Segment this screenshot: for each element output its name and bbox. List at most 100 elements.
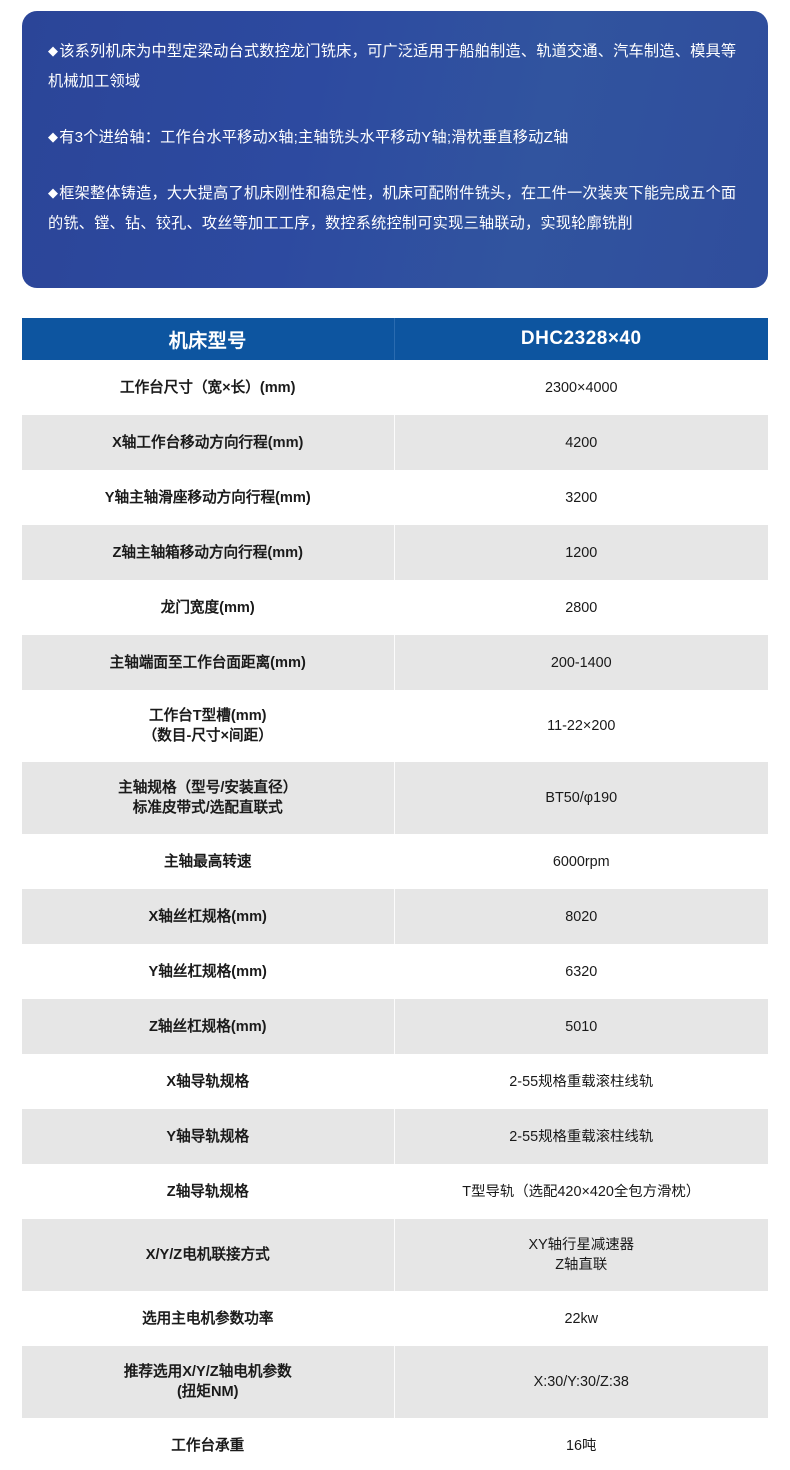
spec-label-line: Z轴丝杠规格(mm) bbox=[148, 1018, 267, 1035]
specification-table: 机床型号 DHC2328×40 工作台尺寸（宽×长）(mm) 2300×4000 X… bbox=[22, 318, 768, 1470]
intro-paragraph-1: ◆该系列机床为中型定梁动台式数控龙门铣床，可广泛适用于船舶制造、轨道交通、汽车制… bbox=[48, 37, 742, 97]
spec-label-line: 主轴规格（型号/安装直径） bbox=[118, 780, 298, 796]
spec-label-line: X/Y/Z电机联接方式 bbox=[145, 1247, 270, 1263]
spec-label-cell: Y轴导轨规格 bbox=[22, 1109, 395, 1164]
spec-label-line: (扭矩NM) bbox=[176, 1384, 239, 1400]
table-row: X/Y/Z电机联接方式 XY轴行星减速器 Z轴直联 bbox=[22, 1219, 768, 1291]
spec-label-line: X轴导轨规格 bbox=[166, 1073, 250, 1090]
spec-value-line: 8020 bbox=[565, 908, 598, 925]
table-row: X轴导轨规格 2-55规格重载滚柱线轨 bbox=[22, 1054, 768, 1109]
spec-label-cell: 主轴最高转速 bbox=[22, 834, 395, 889]
diamond-bullet-icon: ◆ bbox=[48, 43, 59, 58]
intro-description-panel: ◆该系列机床为中型定梁动台式数控龙门铣床，可广泛适用于船舶制造、轨道交通、汽车制… bbox=[22, 11, 768, 288]
spec-value-cell: 2-55规格重载滚柱线轨 bbox=[394, 1109, 768, 1164]
spec-table-head: 机床型号 DHC2328×40 bbox=[22, 318, 768, 360]
table-row: 主轴最高转速 6000rpm bbox=[22, 834, 768, 889]
spec-value-line: BT50/φ190 bbox=[545, 790, 618, 806]
spec-value-cell: 11-22×200 bbox=[394, 690, 768, 762]
spec-value-line: 2-55规格重载滚柱线轨 bbox=[509, 1073, 654, 1090]
spec-value-line: T型导轨（选配420×420全包方滑枕） bbox=[462, 1183, 701, 1200]
spec-label-cell: X/Y/Z电机联接方式 bbox=[22, 1219, 395, 1291]
spec-value-line: 22kw bbox=[564, 1310, 599, 1327]
spec-value-line: 200-1400 bbox=[550, 654, 612, 671]
spec-value-cell: 22kw bbox=[394, 1291, 768, 1346]
spec-label-line: 主轴最高转速 bbox=[163, 853, 252, 870]
spec-table-body: 工作台尺寸（宽×长）(mm) 2300×4000 X轴工作台移动方向行程(mm) 42… bbox=[22, 360, 768, 1470]
spec-value-cell: 5010 bbox=[394, 999, 768, 1054]
spec-label-line: Y轴主轴滑座移动方向行程(mm) bbox=[104, 489, 311, 506]
spec-value-cell: XY轴行星减速器 Z轴直联 bbox=[394, 1219, 768, 1291]
spec-value-cell: 1200 bbox=[394, 525, 768, 580]
column-header-model-number: DHC2328×40 bbox=[394, 318, 768, 360]
table-row: 工作台承重 16吨 bbox=[22, 1418, 768, 1470]
spec-label-cell: X轴丝杠规格(mm) bbox=[22, 889, 395, 944]
spec-label-cell: X轴导轨规格 bbox=[22, 1054, 395, 1109]
spec-label-line: 标准皮带式/选配直联式 bbox=[132, 800, 283, 816]
spec-value-line: 16吨 bbox=[566, 1437, 597, 1454]
spec-label-line: 主轴端面至工作台面距离(mm) bbox=[109, 654, 306, 671]
spec-label-cell: 工作台尺寸（宽×长）(mm) bbox=[22, 360, 395, 415]
spec-label-line: X轴丝杠规格(mm) bbox=[148, 908, 267, 925]
table-row: Y轴导轨规格 2-55规格重载滚柱线轨 bbox=[22, 1109, 768, 1164]
intro-paragraph-2-text: 有3个进给轴：工作台水平移动X轴;主轴铣头水平移动Y轴;滑枕垂直移动Z轴 bbox=[59, 129, 569, 146]
spec-label-cell: 工作台承重 bbox=[22, 1418, 395, 1470]
spec-label-cell: 主轴端面至工作台面距离(mm) bbox=[22, 635, 395, 690]
spec-label-cell: 主轴规格（型号/安装直径） 标准皮带式/选配直联式 bbox=[22, 762, 395, 834]
table-row: 龙门宽度(mm) 2800 bbox=[22, 580, 768, 635]
table-row: X轴工作台移动方向行程(mm) 4200 bbox=[22, 415, 768, 470]
intro-paragraph-3: ◆框架整体铸造，大大提高了机床刚性和稳定性，机床可配附件铣头，在工件一次装夹下能… bbox=[48, 179, 742, 239]
spec-value-cell: 2300×4000 bbox=[394, 360, 768, 415]
intro-paragraph-1-text: 该系列机床为中型定梁动台式数控龙门铣床，可广泛适用于船舶制造、轨道交通、汽车制造… bbox=[48, 43, 737, 90]
table-row: Z轴导轨规格 T型导轨（选配420×420全包方滑枕） bbox=[22, 1164, 768, 1219]
spec-label-line: 推荐选用X/Y/Z轴电机参数 bbox=[123, 1364, 292, 1380]
spec-value-cell: 6320 bbox=[394, 944, 768, 999]
spec-value-line: 2300×4000 bbox=[545, 379, 618, 396]
spec-label-cell: Y轴丝杠规格(mm) bbox=[22, 944, 395, 999]
spec-label-cell: 选用主电机参数功率 bbox=[22, 1291, 395, 1346]
spec-value-cell: 200-1400 bbox=[394, 635, 768, 690]
table-row: Z轴主轴箱移动方向行程(mm) 1200 bbox=[22, 525, 768, 580]
spec-label-line: 龙门宽度(mm) bbox=[160, 599, 255, 616]
spec-value-line: 2-55规格重载滚柱线轨 bbox=[509, 1128, 654, 1145]
spec-label-cell: X轴工作台移动方向行程(mm) bbox=[22, 415, 395, 470]
table-row: 工作台尺寸（宽×长）(mm) 2300×4000 bbox=[22, 360, 768, 415]
spec-label-line: 工作台承重 bbox=[171, 1437, 245, 1454]
diamond-bullet-icon: ◆ bbox=[48, 129, 59, 144]
spec-value-cell: BT50/φ190 bbox=[394, 762, 768, 834]
spec-label-line: X轴工作台移动方向行程(mm) bbox=[112, 434, 304, 451]
spec-value-cell: 2-55规格重载滚柱线轨 bbox=[394, 1054, 768, 1109]
spec-value-line: 6320 bbox=[565, 963, 598, 980]
column-header-model-name: 机床型号 bbox=[22, 318, 395, 360]
spec-value-cell: 16吨 bbox=[394, 1418, 768, 1470]
spec-value-line: X:30/Y:30/Z:38 bbox=[533, 1374, 629, 1390]
spec-value-cell: 8020 bbox=[394, 889, 768, 944]
spec-value-line: 6000rpm bbox=[552, 853, 610, 870]
spec-label-line: 选用主电机参数功率 bbox=[142, 1310, 274, 1327]
spec-value-line: 2800 bbox=[565, 599, 598, 616]
spec-value-line: 5010 bbox=[565, 1018, 598, 1035]
spec-value-cell: 3200 bbox=[394, 470, 768, 525]
spec-label-cell: Y轴主轴滑座移动方向行程(mm) bbox=[22, 470, 395, 525]
spec-label-line: 工作台尺寸（宽×长）(mm) bbox=[119, 379, 296, 396]
table-row: 主轴端面至工作台面距离(mm) 200-1400 bbox=[22, 635, 768, 690]
spec-value-line: 1200 bbox=[565, 544, 598, 561]
spec-label-line: （数目-尺寸×间距） bbox=[142, 728, 273, 744]
table-row: 选用主电机参数功率 22kw bbox=[22, 1291, 768, 1346]
table-row: X轴丝杠规格(mm) 8020 bbox=[22, 889, 768, 944]
spec-value-line: 4200 bbox=[565, 434, 598, 451]
spec-label-cell: 工作台T型槽(mm) （数目-尺寸×间距） bbox=[22, 690, 395, 762]
spec-label-line: Z轴主轴箱移动方向行程(mm) bbox=[112, 544, 304, 561]
spec-label-cell: Z轴丝杠规格(mm) bbox=[22, 999, 395, 1054]
spec-value-cell: 6000rpm bbox=[394, 834, 768, 889]
spec-value-cell: T型导轨（选配420×420全包方滑枕） bbox=[394, 1164, 768, 1219]
spec-value-cell: 2800 bbox=[394, 580, 768, 635]
spec-label-line: Z轴导轨规格 bbox=[166, 1183, 249, 1200]
table-row: Y轴丝杠规格(mm) 6320 bbox=[22, 944, 768, 999]
intro-paragraph-3-text: 框架整体铸造，大大提高了机床刚性和稳定性，机床可配附件铣头，在工件一次装夹下能完… bbox=[48, 185, 737, 232]
spec-label-cell: 龙门宽度(mm) bbox=[22, 580, 395, 635]
spec-value-cell: 4200 bbox=[394, 415, 768, 470]
spec-value-line: XY轴行星减速器 bbox=[528, 1237, 635, 1253]
table-row: Y轴主轴滑座移动方向行程(mm) 3200 bbox=[22, 470, 768, 525]
table-row: 主轴规格（型号/安装直径） 标准皮带式/选配直联式 BT50/φ190 bbox=[22, 762, 768, 834]
